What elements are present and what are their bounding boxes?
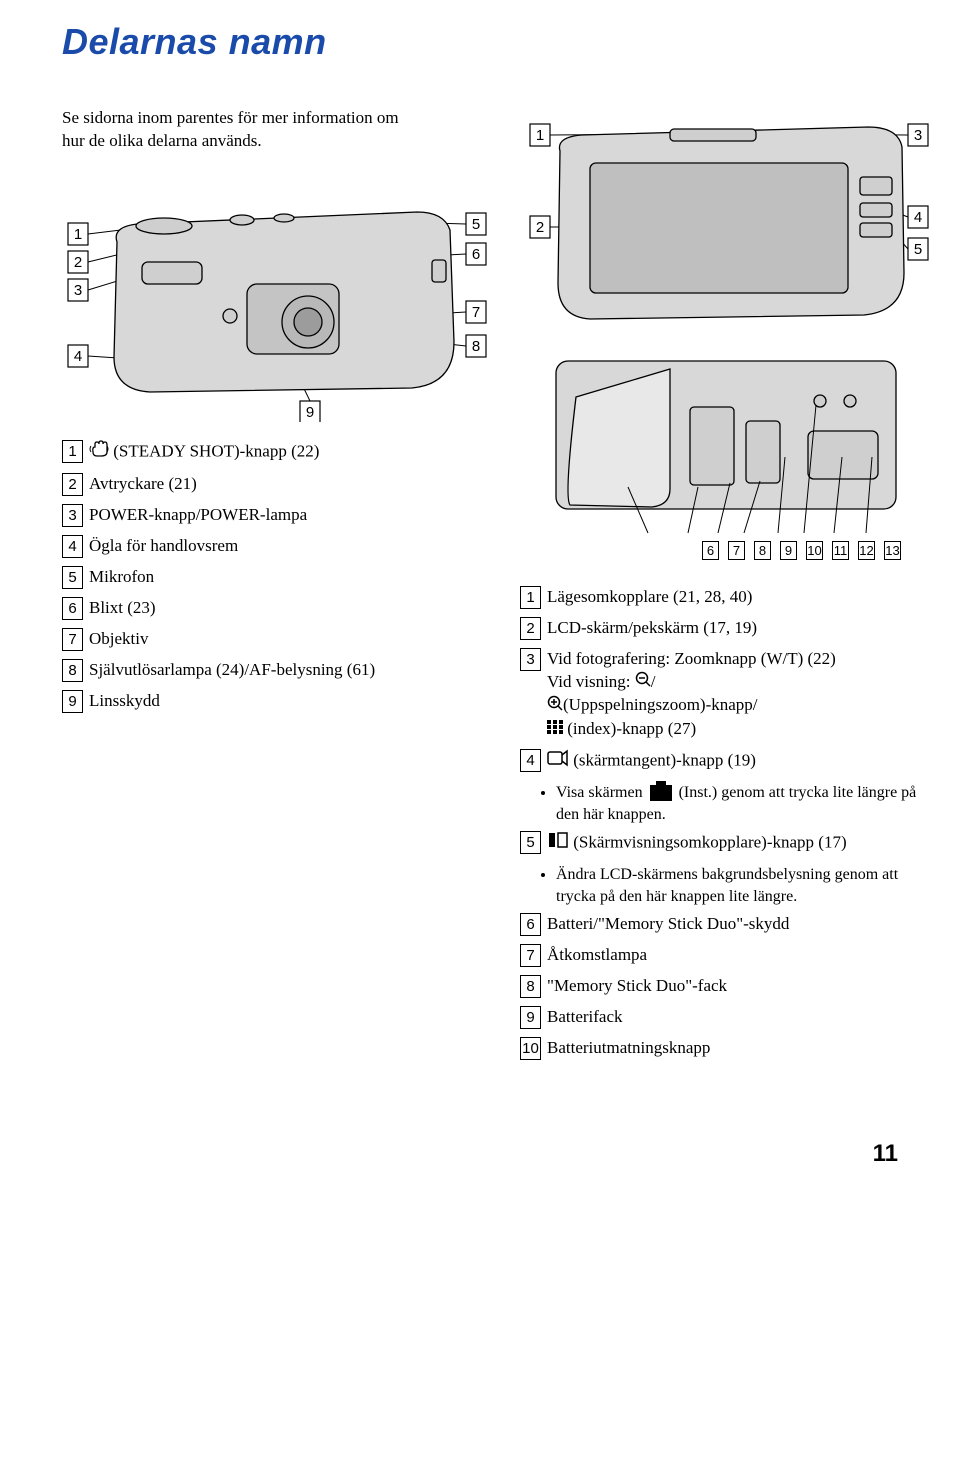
page-number: 11	[62, 1138, 898, 1170]
back-parts-list: 1 Lägesomkopplare (21, 28, 40) 2 LCD-skärm/…	[520, 586, 930, 1061]
callout-number: 3	[62, 504, 83, 527]
screenkey-icon	[547, 749, 569, 774]
part-item: 3 Vid fotografering: Zoomknapp (W/T) (22)…	[520, 648, 930, 742]
part-sub-note: Visa skärmen (Inst.) genom att trycka li…	[556, 782, 930, 825]
svg-text:5: 5	[914, 241, 922, 258]
callout-number: 2	[520, 617, 541, 640]
front-parts-list: 1 (STEADY SHOT)-knapp (22) 2 Avtryckare (2…	[62, 440, 492, 713]
settings-icon	[650, 785, 672, 801]
zoomin-icon	[547, 695, 563, 718]
callout-number: 9	[520, 1006, 541, 1029]
svg-text:6: 6	[472, 246, 480, 263]
callout-number: 8	[62, 659, 83, 682]
intro-text: Se sidorna inom parentes för mer informa…	[62, 107, 422, 153]
part-item: 6 Blixt (23)	[62, 597, 492, 620]
part-item: 7 Åtkomstlampa	[520, 944, 930, 967]
callout-number: 8	[754, 541, 771, 560]
svg-text:1: 1	[74, 226, 82, 243]
part-label: Vid visning: /(Uppspelningszoom)-knapp/ …	[547, 671, 930, 742]
svg-text:2: 2	[74, 254, 82, 271]
callout-number: 12	[858, 541, 875, 560]
svg-text:4: 4	[74, 348, 82, 365]
part-label: Blixt (23)	[89, 598, 156, 617]
callout-number: 6	[702, 541, 719, 560]
part-item: 10 Batteriutmatningsknapp	[520, 1037, 930, 1060]
part-label: Batteriutmatningsknapp	[547, 1038, 710, 1057]
callout-number: 6	[520, 913, 541, 936]
callout-number: 5	[520, 831, 541, 854]
part-label: Självutlösarlampa (24)/AF-belysning (61)	[89, 660, 375, 679]
svg-text:4: 4	[914, 209, 922, 226]
part-item: 8 Självutlösarlampa (24)/AF-belysning (61…	[62, 659, 492, 682]
part-item: 4 (skärmtangent)-knapp (19)	[520, 749, 930, 774]
callout-number: 4	[520, 749, 541, 772]
part-item: 8 "Memory Stick Duo"-fack	[520, 975, 930, 998]
part-item: 3 POWER-knapp/POWER-lampa	[62, 504, 492, 527]
part-label: Batterifack	[547, 1007, 623, 1026]
part-item: 5 (Skärmvisningsomkopplare)-knapp (17)	[520, 831, 930, 856]
part-label: "Memory Stick Duo"-fack	[547, 976, 727, 995]
callout-number: 5	[62, 566, 83, 589]
part-label: Åtkomstlampa	[547, 945, 647, 964]
page-title: Delarnas namn	[62, 18, 898, 67]
part-label: (Skärmvisningsomkopplare)-knapp (17)	[569, 833, 847, 852]
part-label: POWER-knapp/POWER-lampa	[89, 505, 307, 524]
part-item: 9 Linsskydd	[62, 690, 492, 713]
part-item: 1 (STEADY SHOT)-knapp (22)	[62, 440, 492, 465]
camera-bottom-diagram: 6789 10 11 12 13	[520, 337, 930, 560]
toggle-icon	[547, 831, 569, 856]
camera-back-diagram: 1 3 2 4 5	[520, 107, 930, 337]
callout-number: 9	[780, 541, 797, 560]
part-label: Linsskydd	[89, 691, 160, 710]
svg-text:2: 2	[536, 219, 544, 236]
part-item: 2 LCD-skärm/pekskärm (17, 19)	[520, 617, 930, 640]
part-item: 7 Objektiv	[62, 628, 492, 651]
svg-text:5: 5	[472, 216, 480, 233]
part-label: Avtryckare (21)	[89, 474, 197, 493]
part-item: 9 Batterifack	[520, 1006, 930, 1029]
callout-number: 8	[520, 975, 541, 998]
callout-number: 13	[884, 541, 901, 560]
part-item: 1 Lägesomkopplare (21, 28, 40)	[520, 586, 930, 609]
callout-number: 1	[62, 440, 83, 463]
callout-number: 1	[520, 586, 541, 609]
callout-number: 9	[62, 690, 83, 713]
part-label: Lägesomkopplare (21, 28, 40)	[547, 587, 752, 606]
part-item: 2 Avtryckare (21)	[62, 473, 492, 496]
camera-front-diagram: 1 2 3 4 5 6 7 8 9	[62, 172, 492, 422]
part-sub-note: Ändra LCD-skärmens bakgrundsbelysning ge…	[556, 864, 930, 907]
callout-number: 6	[62, 597, 83, 620]
callout-number: 4	[62, 535, 83, 558]
index-icon	[547, 718, 563, 741]
part-item: 5 Mikrofon	[62, 566, 492, 589]
svg-text:1: 1	[536, 127, 544, 144]
hand-icon	[89, 440, 109, 465]
callout-number: 10	[806, 541, 823, 560]
svg-text:8: 8	[472, 338, 480, 355]
callout-number: 7	[728, 541, 745, 560]
callout-number: 10	[520, 1037, 541, 1060]
callout-number: 7	[62, 628, 83, 651]
svg-text:3: 3	[74, 282, 82, 299]
part-label: Batteri/"Memory Stick Duo"-skydd	[547, 914, 789, 933]
part-item: 4 Ögla för handlovsrem	[62, 535, 492, 558]
svg-text:3: 3	[914, 127, 922, 144]
part-item: 6 Batteri/"Memory Stick Duo"-skydd	[520, 913, 930, 936]
part-label: Vid fotografering: Zoomknapp (W/T) (22)	[547, 648, 930, 671]
part-label: (STEADY SHOT)-knapp (22)	[109, 442, 319, 461]
callout-number: 7	[520, 944, 541, 967]
callout-number: 11	[832, 541, 849, 560]
part-label: Mikrofon	[89, 567, 154, 586]
part-label: Ögla för handlovsrem	[89, 536, 238, 555]
callout-number: 2	[62, 473, 83, 496]
part-label: LCD-skärm/pekskärm (17, 19)	[547, 618, 757, 637]
part-label: Objektiv	[89, 629, 149, 648]
callout-number: 3	[520, 648, 541, 671]
svg-text:9: 9	[306, 404, 314, 421]
svg-text:7: 7	[472, 304, 480, 321]
zoomout-icon	[635, 671, 651, 694]
part-label: (skärmtangent)-knapp (19)	[569, 751, 756, 770]
